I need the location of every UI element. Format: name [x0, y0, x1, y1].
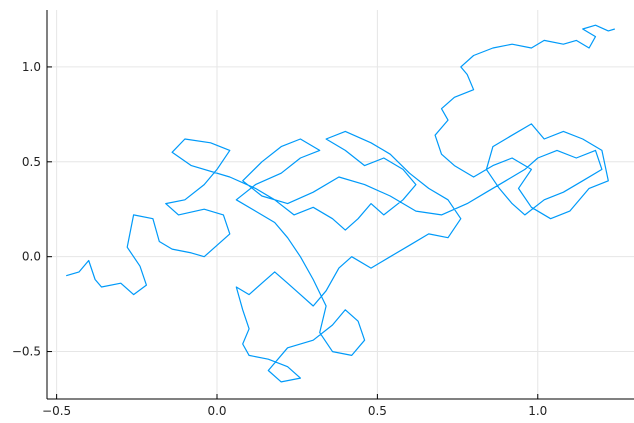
- x-axis-ticks: −0.5 0.0 0.5 1.0: [42, 394, 547, 418]
- y-tick-label: 0.0: [22, 250, 41, 264]
- x-tick-label: 1.0: [528, 404, 547, 418]
- series-layer: [66, 24, 615, 383]
- y-tick-label: −0.5: [12, 345, 41, 359]
- x-tick-label: −0.5: [42, 404, 71, 418]
- axes: [46, 10, 634, 400]
- grid-lines: [47, 10, 634, 399]
- series-line: [66, 24, 615, 383]
- y-tick-label: 0.5: [22, 155, 41, 169]
- y-tick-label: 1.0: [22, 60, 41, 74]
- x-tick-label: 0.0: [207, 404, 226, 418]
- x-tick-label: 0.5: [368, 404, 387, 418]
- y-axis-ticks: −0.5 0.0 0.5 1.0: [12, 60, 52, 359]
